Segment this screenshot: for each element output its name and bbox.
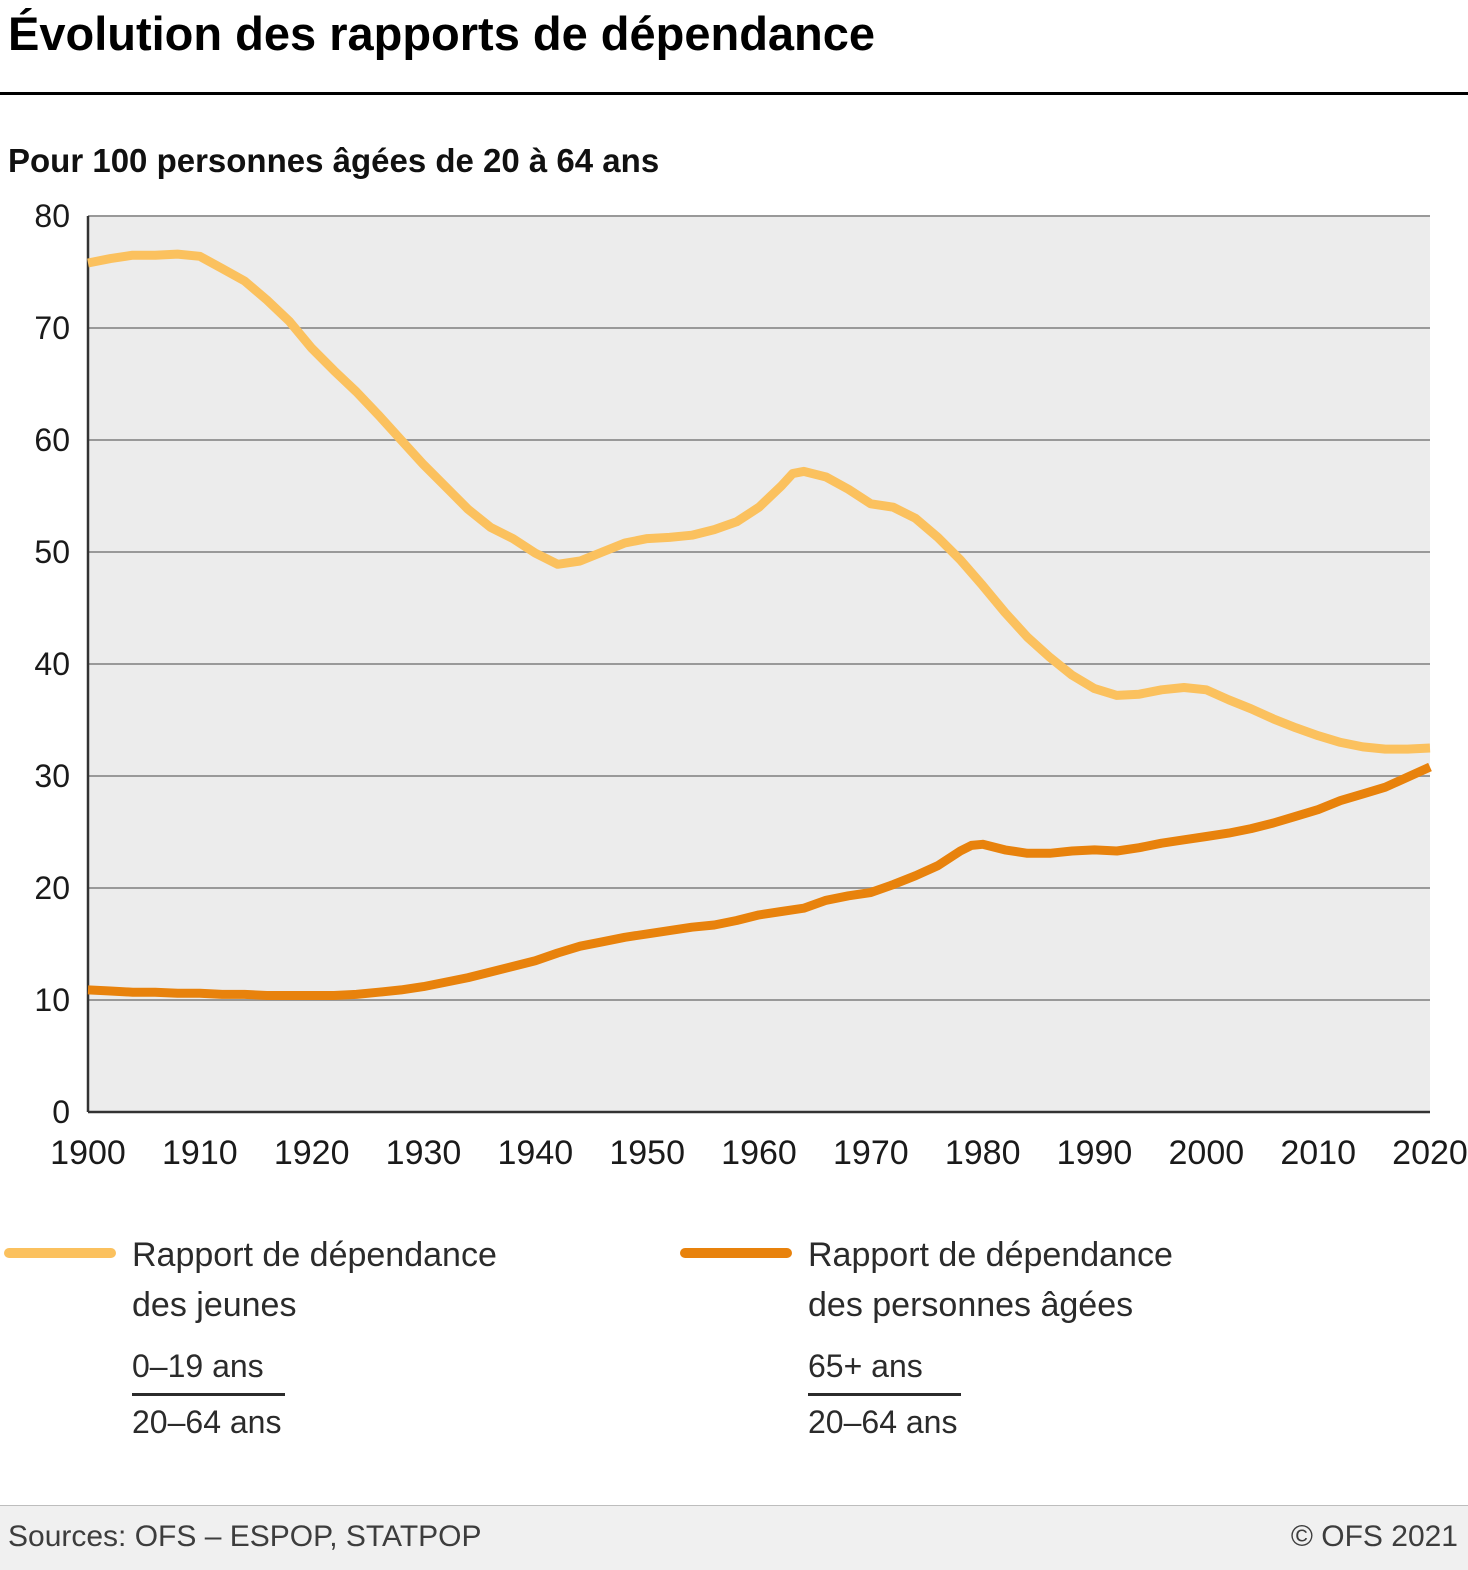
dependency-ratio-chart: 0 10 20 30 40 50 60 70 80 1900 1910 1920 1930 1940 195… [34,198,1468,1172]
legend-label-elderly-line2: des personnes âgées [808,1286,1134,1324]
title-divider [0,92,1468,95]
legend-label-youth-line2: des jeunes [132,1286,297,1324]
legend-label-elderly-line1: Rapport de dépendance [808,1236,1173,1274]
youth-fraction-denominator: 20–64 ans [132,1404,282,1440]
x-tick-label: 1950 [609,1134,685,1172]
x-tick-label: 2020 [1392,1134,1468,1172]
sources-text: Sources: OFS – ESPOP, STATPOP [8,1520,482,1553]
y-tick-label: 0 [52,1094,70,1130]
elderly-fraction-denominator: 20–64 ans [808,1404,958,1440]
elderly-ratio-fraction: 65+ ans 20–64 ans [808,1348,962,1441]
youth-ratio-fraction: 0–19 ans 20–64 ans [132,1348,286,1441]
chart-legend: Rapport de dépendance des jeunes 0–19 an… [0,1230,1468,1480]
elderly-dependency-line [87,762,1432,1000]
legend-label-youth-line1: Rapport de dépendance [132,1236,497,1274]
x-tick-label: 1910 [162,1134,238,1172]
x-tick-label: 1970 [833,1134,909,1172]
y-tick-label: 30 [34,758,70,794]
x-tick-label: 1980 [945,1134,1021,1172]
legend-label-youth: Rapport de dépendance des jeunes [132,1230,497,1330]
x-tick-label: 1920 [274,1134,350,1172]
y-tick-label: 40 [34,646,70,682]
youth-fraction-numerator: 0–19 ans [132,1348,286,1396]
elderly-series-swatch [680,1248,792,1258]
y-tick-label: 70 [34,310,70,346]
chart-subtitle: Pour 100 personnes âgées de 20 à 64 ans [8,142,660,179]
youth-dependency-line [87,249,1431,754]
x-tick-label: 1960 [721,1134,797,1172]
x-tick-label: 2010 [1280,1134,1356,1172]
legend-label-elderly: Rapport de dépendance des personnes âgée… [808,1230,1173,1330]
x-tick-label: 1900 [50,1134,126,1172]
elderly-fraction-numerator: 65+ ans [808,1348,962,1396]
x-tick-label: 1940 [498,1134,574,1172]
page-title: Évolution des rapports de dépendance [8,7,876,60]
youth-series-swatch [4,1248,116,1258]
y-tick-label: 10 [34,982,70,1018]
y-tick-label: 50 [34,534,70,570]
x-tick-label: 1930 [386,1134,462,1172]
y-tick-label: 20 [34,870,70,906]
y-tick-label: 60 [34,422,70,458]
x-tick-label: 1990 [1057,1134,1133,1172]
copyright-text: © OFS 2021 [1290,1520,1458,1553]
footer: Sources: OFS – ESPOP, STATPOP © OFS 2021 [0,1505,1468,1570]
x-tick-label: 2000 [1169,1134,1245,1172]
y-tick-label: 80 [34,198,70,234]
